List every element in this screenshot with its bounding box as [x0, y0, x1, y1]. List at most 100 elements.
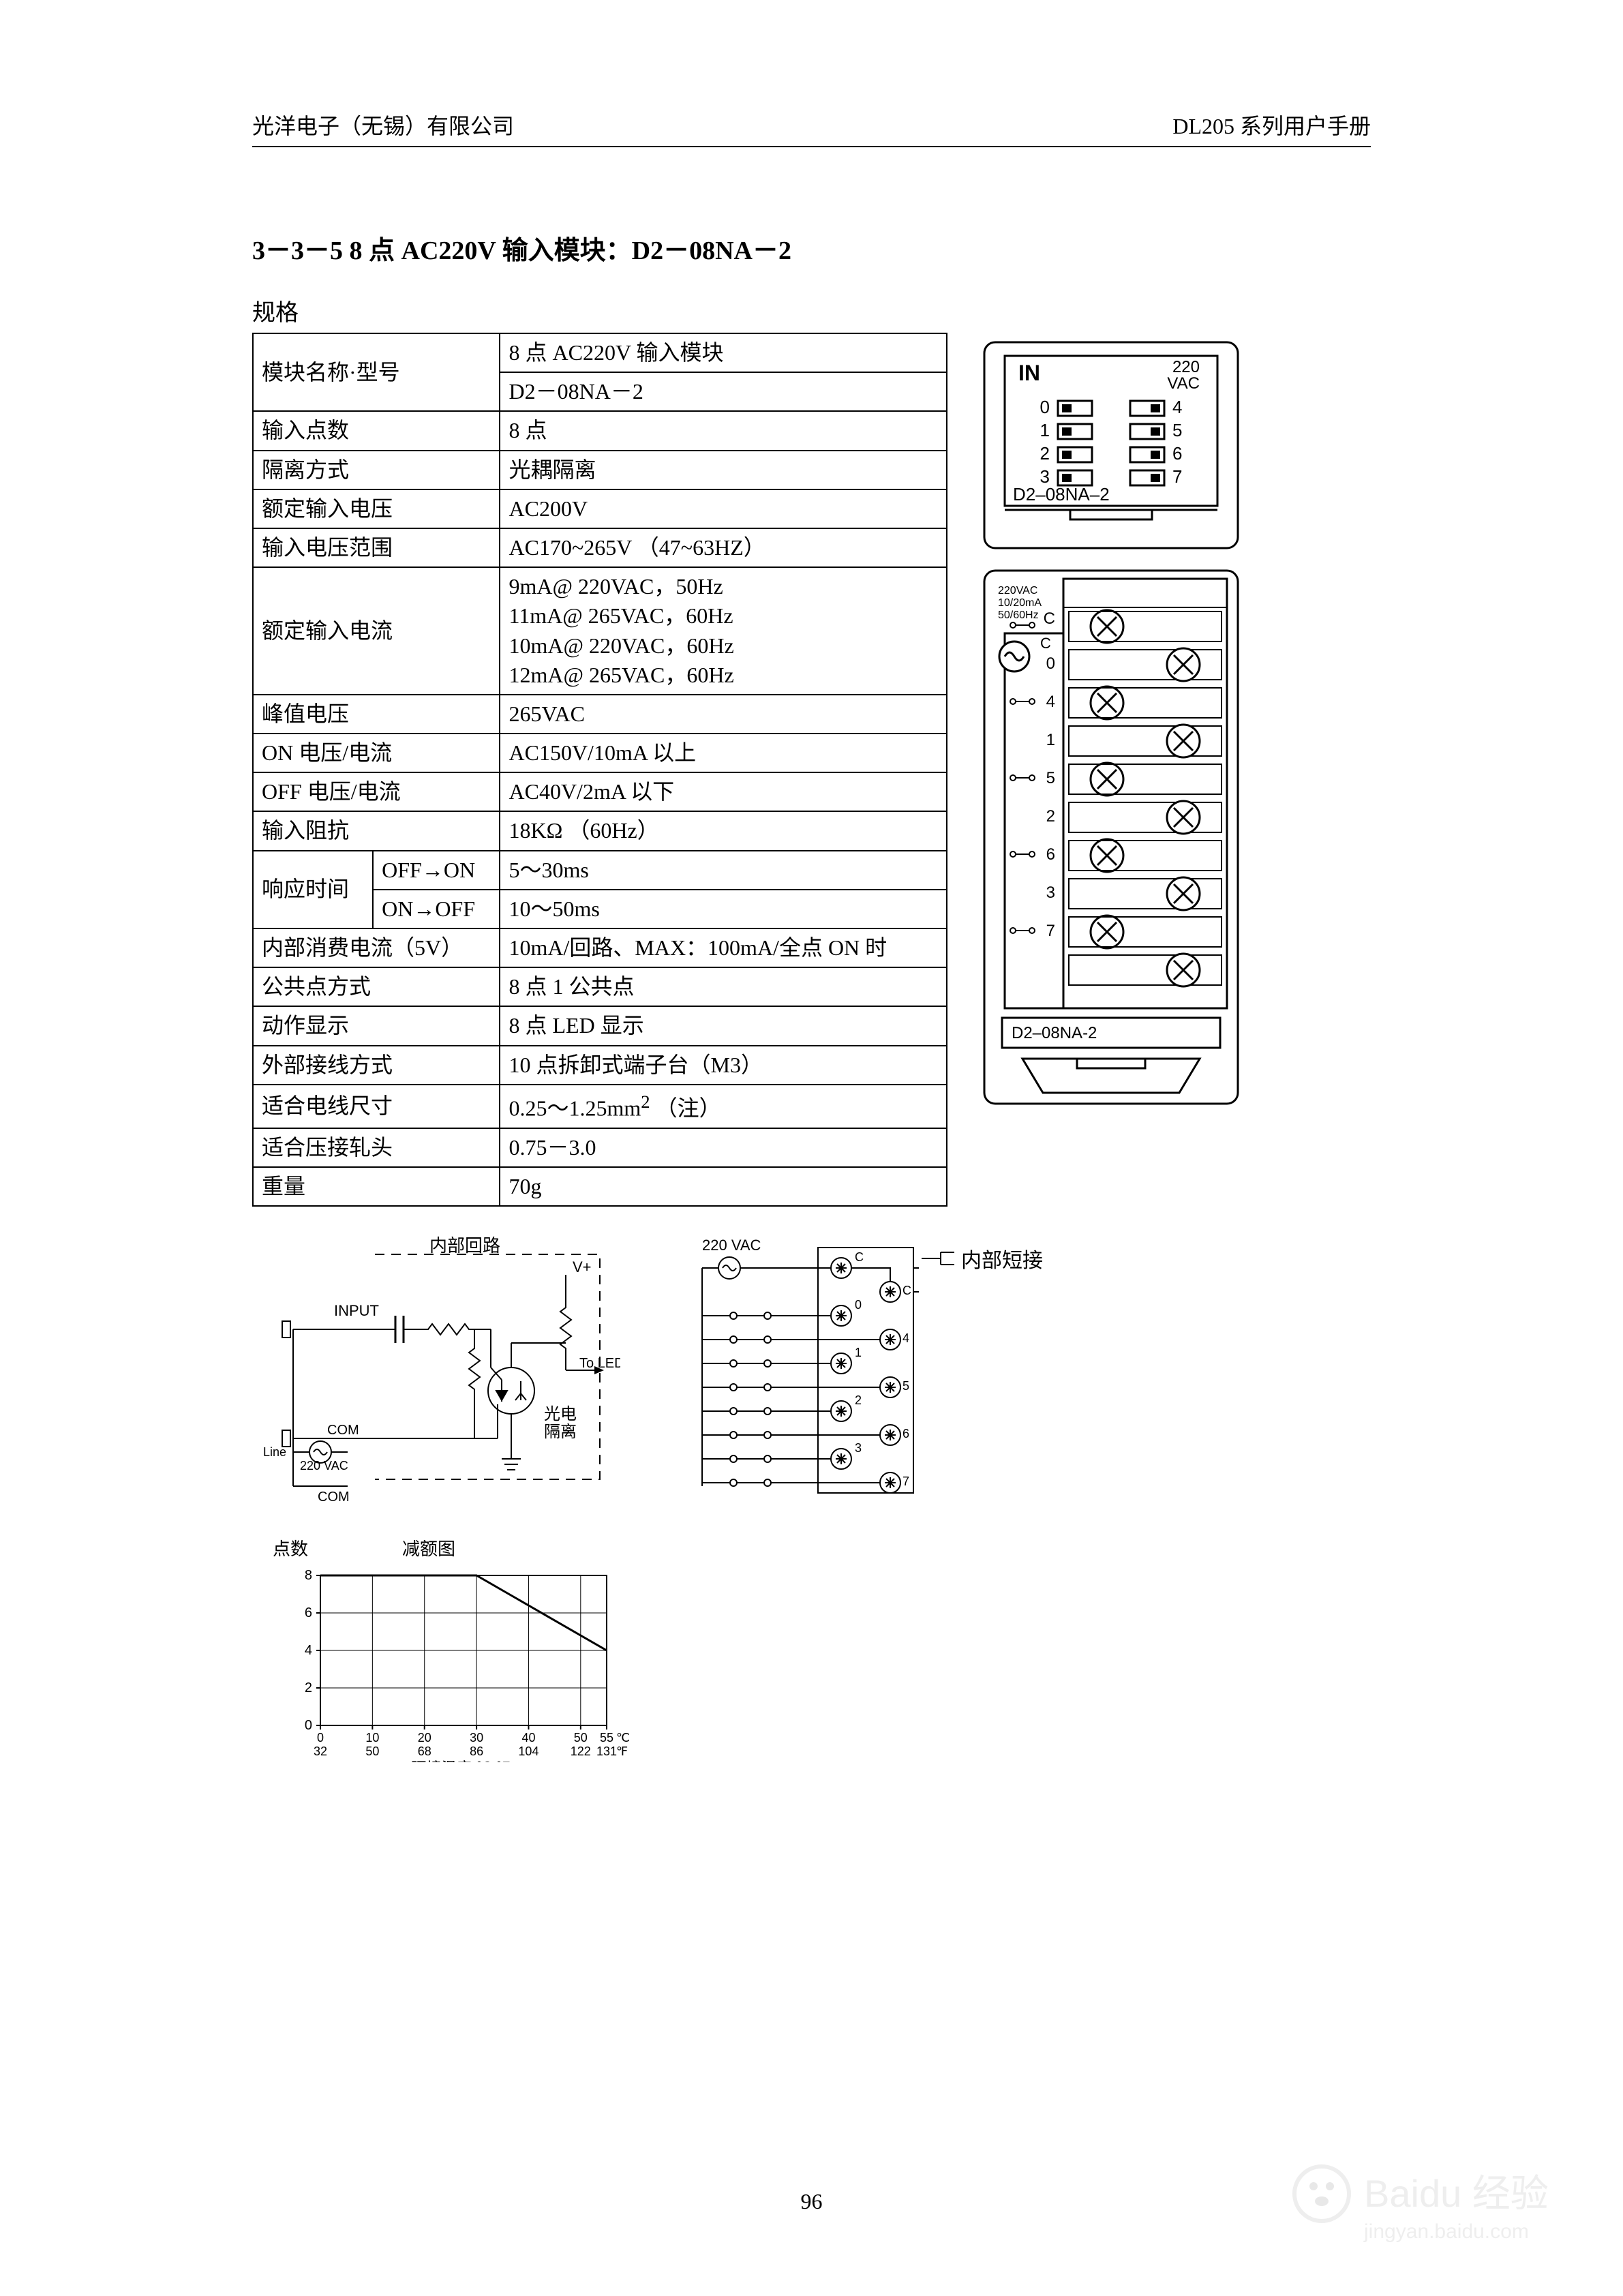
svg-text:2: 2: [1046, 807, 1055, 826]
spec-value: 光耦隔离: [500, 451, 947, 489]
svg-text:50/60Hz: 50/60Hz: [998, 609, 1039, 621]
svg-text:1: 1: [855, 1346, 862, 1359]
svg-text:VAC: VAC: [1167, 374, 1200, 393]
svg-text:10: 10: [365, 1731, 379, 1744]
svg-text:V+: V+: [573, 1258, 592, 1275]
svg-text:0: 0: [1040, 397, 1050, 417]
spec-value: 10mA/回路、MAX：100mA/全点 ON 时: [500, 928, 947, 967]
svg-text:86: 86: [470, 1744, 483, 1758]
svg-text:Baidu 经验: Baidu 经验: [1364, 2172, 1549, 2215]
spec-value: 9mA@ 220VAC，50Hz 11mA@ 265VAC，60Hz 10mA@…: [500, 567, 947, 695]
svg-text:220: 220: [1172, 358, 1200, 376]
spec-value: 8 点 AC220V 输入模块: [500, 333, 947, 372]
watermark: Baidu 经验 jingyan.baidu.com: [1289, 2156, 1589, 2262]
spec-label: 外部接线方式: [253, 1046, 500, 1085]
svg-text:8: 8: [305, 1568, 312, 1583]
svg-text:0: 0: [1046, 654, 1055, 673]
svg-text:5: 5: [902, 1379, 909, 1393]
spec-label: 模块名称·型号: [253, 333, 500, 411]
spec-label: ON 电压/电流: [253, 734, 500, 772]
svg-text:光电: 光电: [544, 1405, 577, 1423]
spec-label: 隔离方式: [253, 451, 500, 489]
svg-text:55: 55: [600, 1731, 613, 1744]
spec-value: 0.25～1.25mm2 （注）: [500, 1085, 947, 1128]
spec-label: 峰值电压: [253, 695, 500, 734]
svg-text:C: C: [902, 1284, 911, 1297]
wiring-diagram: 220 VACCC04152637: [627, 1234, 920, 1507]
spec-value: 265VAC: [500, 695, 947, 734]
spec-label: 输入阻抗: [253, 811, 500, 850]
svg-text:6: 6: [902, 1427, 909, 1440]
spec-value: 10 点拆卸式端子台（M3）: [500, 1046, 947, 1085]
svg-text:6: 6: [1046, 845, 1055, 864]
svg-text:隔离: 隔离: [544, 1423, 577, 1441]
svg-text:点数: 点数: [273, 1539, 308, 1559]
svg-text:5: 5: [1046, 769, 1055, 787]
svg-text:50: 50: [365, 1744, 379, 1758]
spec-label: 动作显示: [253, 1006, 500, 1045]
svg-text:68: 68: [418, 1744, 431, 1758]
spec-value: 0.75－3.0: [500, 1128, 947, 1167]
spec-label: 内部消费电流（5V）: [253, 928, 500, 967]
svg-text:2: 2: [1040, 443, 1050, 464]
spec-label: 适合压接轧头: [253, 1128, 500, 1167]
svg-text:7: 7: [902, 1475, 909, 1488]
svg-text:2: 2: [305, 1680, 312, 1695]
svg-text:D2–08NA–2: D2–08NA–2: [1013, 484, 1110, 504]
spec-table: 模块名称·型号8 点 AC220V 输入模块D2－08NA－2输入点数8 点隔离…: [252, 333, 947, 1207]
svg-text:220VAC: 220VAC: [998, 585, 1037, 596]
derate-chart: 点数减额图86420032105020683086401045012255131…: [252, 1537, 634, 1762]
section-title: 3－3－5 8 点 AC220V 输入模块：D2－08NA－2: [252, 229, 1371, 267]
svg-text:C: C: [1040, 635, 1051, 652]
spec-label: OFF 电压/电流: [253, 772, 500, 811]
svg-text:C: C: [1044, 609, 1055, 628]
spec-value: AC150V/10mA 以上: [500, 734, 947, 772]
svg-text:INPUT: INPUT: [334, 1302, 379, 1319]
svg-text:2: 2: [855, 1393, 862, 1407]
svg-text:5: 5: [1172, 420, 1182, 440]
spec-sublabel: ON→OFF: [373, 890, 500, 928]
svg-text:0: 0: [305, 1718, 312, 1733]
svg-text:6: 6: [305, 1605, 312, 1620]
spec-value: AC40V/2mA 以下: [500, 772, 947, 811]
svg-text:IN: IN: [1018, 361, 1040, 385]
short-bracket-icon: [920, 1248, 961, 1269]
svg-text:1: 1: [1046, 731, 1055, 749]
svg-text:40: 40: [521, 1731, 535, 1744]
svg-text:0: 0: [317, 1731, 324, 1744]
svg-text:C: C: [855, 1250, 864, 1264]
module-terminal-diagram: 220VAC10/20mA50/60HzCC04152637D2–08NA-2: [982, 568, 1241, 1106]
svg-text:4: 4: [305, 1643, 312, 1658]
svg-text:℉: ℉: [616, 1744, 628, 1758]
spec-label: 额定输入电流: [253, 567, 500, 695]
spec-label: 响应时间: [253, 851, 373, 928]
spec-value: AC200V: [500, 489, 947, 528]
svg-text:COM: COM: [327, 1423, 359, 1438]
svg-text:10/20mA: 10/20mA: [998, 597, 1042, 609]
header-left: 光洋电子（无锡）有限公司: [252, 109, 514, 140]
spec-label: 输入点数: [253, 411, 500, 450]
spec-value: 18KΩ （60Hz）: [500, 811, 947, 850]
svg-text:COM: COM: [318, 1490, 350, 1505]
svg-text:104: 104: [518, 1744, 539, 1758]
svg-text:220 VAC: 220 VAC: [702, 1237, 761, 1254]
spec-value: 10～50ms: [500, 890, 947, 928]
svg-text:1: 1: [1040, 420, 1050, 440]
module-front-diagram: IN220VAC04152637D2–08NA–2: [982, 339, 1241, 551]
svg-text:To LED: To LED: [579, 1356, 620, 1371]
svg-text:环境温度(℃/℉): 环境温度(℃/℉): [412, 1759, 516, 1762]
svg-text:减额图: 减额图: [402, 1539, 455, 1559]
spec-label: 公共点方式: [253, 967, 500, 1006]
svg-text:20: 20: [418, 1731, 431, 1744]
spec-value: 8 点: [500, 411, 947, 450]
svg-text:131: 131: [596, 1744, 617, 1758]
svg-text:7: 7: [1172, 466, 1182, 487]
spec-value: 70g: [500, 1167, 947, 1206]
svg-text:4: 4: [902, 1331, 909, 1345]
spec-heading: 规格: [252, 294, 1371, 327]
internal-circuit-diagram: 内部回路V+To LED光电隔离INPUTCOMLine220 VACCOM: [252, 1234, 620, 1507]
svg-text:3: 3: [855, 1441, 862, 1455]
svg-text:220 VAC: 220 VAC: [300, 1459, 348, 1472]
svg-text:30: 30: [470, 1731, 483, 1744]
svg-text:4: 4: [1172, 397, 1182, 417]
